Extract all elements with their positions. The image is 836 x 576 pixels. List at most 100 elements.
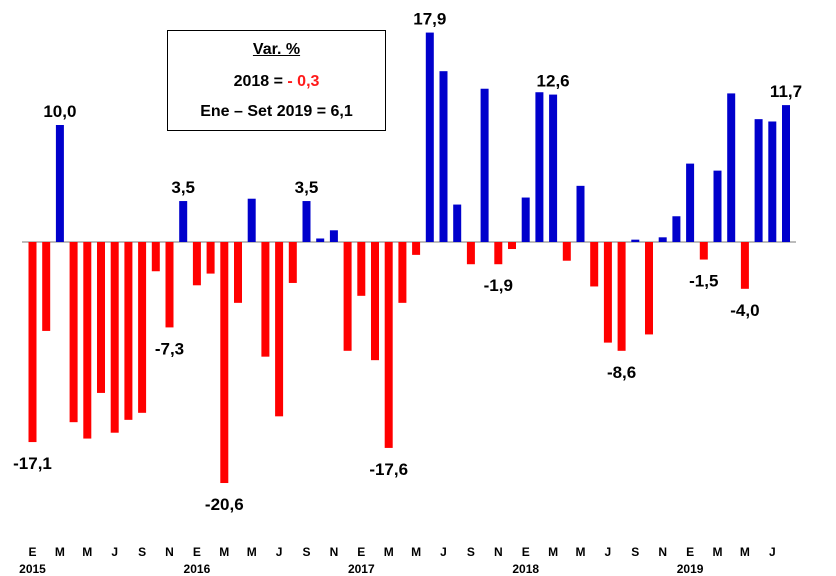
bar xyxy=(494,242,503,265)
legend-title: Var. % xyxy=(252,41,301,58)
data-labels-group: -17,1 10,0 -7,3 3,5 -20,6 3,5 -17,6 17,9 -1,9 12,… xyxy=(13,10,802,514)
bar xyxy=(343,242,352,351)
bar xyxy=(151,242,160,272)
month-label: E xyxy=(28,545,36,559)
bar xyxy=(727,93,736,242)
data-label: -17,6 xyxy=(369,460,408,479)
bar xyxy=(302,201,311,242)
month-label: E xyxy=(686,545,694,559)
bar xyxy=(645,242,653,335)
bar xyxy=(699,242,708,260)
bar xyxy=(179,201,188,242)
bar xyxy=(439,71,448,243)
month-label: M xyxy=(411,545,421,559)
bar xyxy=(562,242,571,261)
bars-group xyxy=(28,32,790,484)
bar xyxy=(275,242,284,417)
legend-2018-line: 2018 = - 0,3 xyxy=(168,73,385,91)
bar xyxy=(288,242,297,283)
year-label: 2016 xyxy=(184,562,211,576)
bar xyxy=(329,230,338,242)
month-label: E xyxy=(357,545,365,559)
month-label: S xyxy=(631,545,639,559)
data-label: 17,9 xyxy=(413,10,446,29)
bar xyxy=(398,242,407,303)
bar xyxy=(453,204,462,242)
data-label: 3,5 xyxy=(295,178,319,197)
bar xyxy=(110,242,119,433)
month-label: S xyxy=(138,545,146,559)
month-label: N xyxy=(330,545,339,559)
bar xyxy=(83,242,92,439)
bar xyxy=(192,242,201,286)
year-label: 2019 xyxy=(677,562,704,576)
bar xyxy=(220,242,229,484)
year-labels-group: 2015 2016 2017 2018 2019 xyxy=(19,562,704,576)
data-label: -20,6 xyxy=(205,495,244,514)
bar xyxy=(234,242,242,303)
bar xyxy=(658,237,667,242)
bar xyxy=(412,242,421,255)
legend-2018-prefix: 2018 = xyxy=(233,73,288,90)
month-label: J xyxy=(276,545,283,559)
bar xyxy=(480,88,489,242)
month-label: M xyxy=(247,545,257,559)
month-label: N xyxy=(658,545,667,559)
bar xyxy=(508,242,516,250)
bar xyxy=(384,242,393,448)
month-label: J xyxy=(769,545,776,559)
bar xyxy=(28,242,37,443)
data-label: -1,9 xyxy=(484,276,513,295)
bar xyxy=(603,242,612,343)
bar xyxy=(768,121,777,242)
month-label: M xyxy=(219,545,229,559)
bar xyxy=(206,242,215,274)
variation-legend-box: Var. % 2018 = - 0,3 Ene – Set 2019 = 6,1 xyxy=(167,30,386,131)
bar xyxy=(316,238,325,242)
bar xyxy=(549,94,558,242)
data-label: 12,6 xyxy=(537,72,570,91)
month-label: E xyxy=(193,545,201,559)
data-label: -17,1 xyxy=(13,454,52,473)
month-label: N xyxy=(165,545,174,559)
month-label: M xyxy=(576,545,586,559)
bar xyxy=(754,119,763,242)
data-label: 10,0 xyxy=(43,102,76,121)
data-label: -8,6 xyxy=(607,363,636,382)
year-label: 2015 xyxy=(19,562,46,576)
year-label: 2018 xyxy=(512,562,539,576)
month-label: M xyxy=(82,545,92,559)
month-label: S xyxy=(302,545,310,559)
bar xyxy=(466,242,475,265)
bar xyxy=(425,32,434,242)
data-label: -4,0 xyxy=(730,301,759,320)
legend-2019-line: Ene – Set 2019 = 6,1 xyxy=(200,103,353,120)
bar xyxy=(97,242,105,393)
bar xyxy=(686,163,695,242)
month-label: M xyxy=(55,545,65,559)
bar xyxy=(672,216,681,242)
bar xyxy=(631,239,640,242)
bar xyxy=(617,242,626,351)
month-label: J xyxy=(111,545,118,559)
month-label: N xyxy=(494,545,503,559)
bar xyxy=(138,242,147,413)
legend-2018-value: - 0,3 xyxy=(287,73,320,90)
bar xyxy=(55,125,64,242)
data-label: 3,5 xyxy=(171,178,195,197)
bar xyxy=(521,197,530,242)
month-label: M xyxy=(713,545,723,559)
bar xyxy=(69,242,78,423)
data-label: 11,7 xyxy=(770,82,802,101)
bar xyxy=(576,185,585,242)
bar xyxy=(165,242,174,328)
bar xyxy=(357,242,366,296)
data-label: -7,3 xyxy=(155,339,184,358)
bar xyxy=(261,242,270,357)
month-label: E xyxy=(522,545,530,559)
month-label: J xyxy=(440,545,447,559)
year-label: 2017 xyxy=(348,562,375,576)
bar xyxy=(535,92,544,243)
